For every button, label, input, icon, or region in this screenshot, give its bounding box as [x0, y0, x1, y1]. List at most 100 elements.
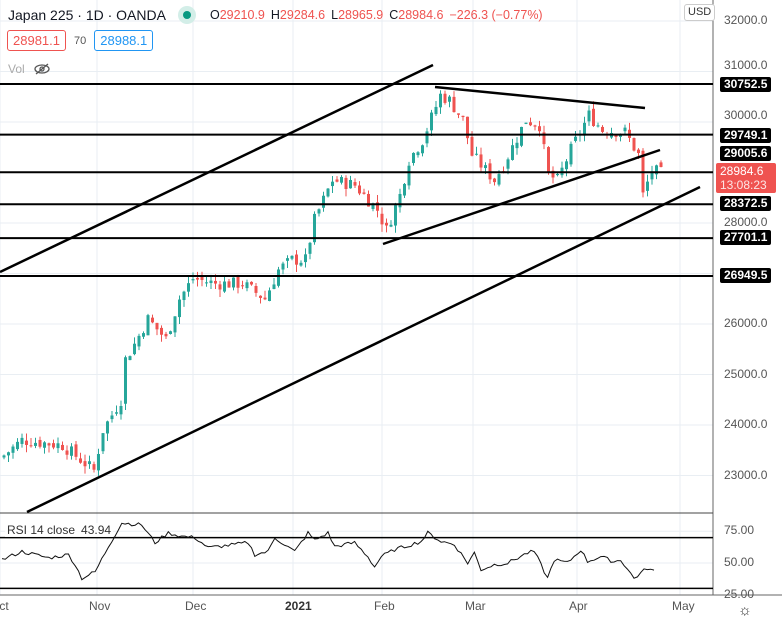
candle [326, 187, 330, 198]
rsi-value: 43.94 [81, 523, 112, 537]
eye-off-icon[interactable] [33, 63, 51, 75]
high-value: 29284.6 [279, 8, 326, 22]
candle [16, 438, 19, 451]
candle-body [371, 203, 375, 209]
candle [281, 261, 285, 275]
candle-body [52, 443, 55, 448]
candle-body [110, 415, 114, 420]
candle [209, 274, 213, 289]
price-tick: 30000.0 [724, 108, 768, 122]
time-label: Apr [569, 599, 588, 613]
candle [389, 220, 393, 228]
candle-body [380, 213, 384, 225]
candle-body [583, 122, 586, 136]
currency-button[interactable]: USD [684, 4, 716, 21]
candle [254, 282, 258, 297]
candle [101, 433, 105, 454]
candle [313, 211, 316, 245]
candle [398, 188, 402, 213]
price-tick: 23000.0 [724, 467, 768, 482]
buy-button[interactable]: 28988.1 [94, 30, 154, 51]
time-label: Nov [89, 599, 111, 613]
candle-body [394, 205, 397, 226]
candle [290, 255, 294, 261]
candle-body [128, 356, 132, 361]
candle-body [421, 145, 424, 154]
price-level-label: 29005.6 [720, 146, 772, 161]
price-tick: 25000.0 [724, 366, 768, 381]
candle [133, 337, 136, 356]
candle [547, 146, 550, 175]
candle [7, 451, 10, 463]
candle-body [520, 126, 523, 146]
candle [34, 437, 37, 449]
candle [92, 461, 96, 473]
candle [421, 144, 424, 157]
candle-body [169, 331, 172, 334]
candle [56, 437, 60, 454]
candle-body [452, 96, 456, 113]
candle [236, 274, 240, 294]
candle-body [92, 464, 96, 470]
candle [380, 207, 384, 232]
candle [542, 125, 546, 150]
price-level-label: 27701.1 [720, 230, 772, 246]
candle-body [367, 193, 370, 207]
candle-body [83, 461, 87, 467]
candle-body [614, 135, 618, 137]
candle-body [97, 453, 100, 471]
settings-gear-icon[interactable]: ☼ [738, 602, 752, 619]
candle [61, 441, 64, 451]
low-value: 28965.9 [338, 8, 384, 22]
candle [308, 241, 312, 260]
candle [475, 146, 478, 156]
candle [173, 316, 177, 337]
candle [47, 442, 51, 453]
candle-body [601, 126, 604, 132]
candle-body [659, 162, 663, 167]
candle-body [124, 357, 127, 404]
candle [623, 124, 627, 136]
candle-body [569, 143, 573, 165]
rsi-tick: 75.00 [724, 523, 755, 538]
candle [349, 175, 352, 189]
price-level-label: 30752.5 [720, 77, 772, 92]
candle-body [443, 93, 447, 103]
candle [200, 271, 204, 287]
candle-body [263, 297, 267, 300]
candle [565, 158, 568, 177]
candle [25, 433, 28, 453]
candle [416, 151, 420, 158]
candle-body [88, 461, 91, 465]
candle [601, 125, 604, 134]
candle [353, 178, 357, 188]
candle-body [178, 299, 181, 318]
candle-body [497, 174, 501, 185]
candle-body [106, 421, 109, 434]
candle [650, 165, 654, 185]
candle-body [574, 136, 577, 141]
trend-line [26, 185, 701, 514]
candle-body [241, 285, 244, 287]
candle [646, 174, 649, 197]
candle [187, 276, 190, 297]
candle [268, 287, 271, 302]
candle-body [313, 213, 316, 243]
price-tick: 24000.0 [724, 417, 768, 431]
candle [182, 290, 186, 307]
candle-body [236, 276, 240, 288]
candle-body [223, 281, 226, 292]
candle-body [547, 147, 550, 173]
candle-body [286, 258, 289, 261]
candle [151, 314, 154, 324]
symbol-title[interactable]: Japan 225 · 1D · OANDA [8, 7, 166, 23]
candle [191, 272, 195, 284]
candle-body [416, 152, 420, 156]
price-tick: 26000.0 [724, 316, 768, 330]
candle [218, 280, 222, 297]
candle-body [632, 138, 636, 151]
sell-button[interactable]: 28981.1 [7, 30, 66, 51]
candle-body [61, 444, 64, 450]
candle [385, 218, 388, 233]
